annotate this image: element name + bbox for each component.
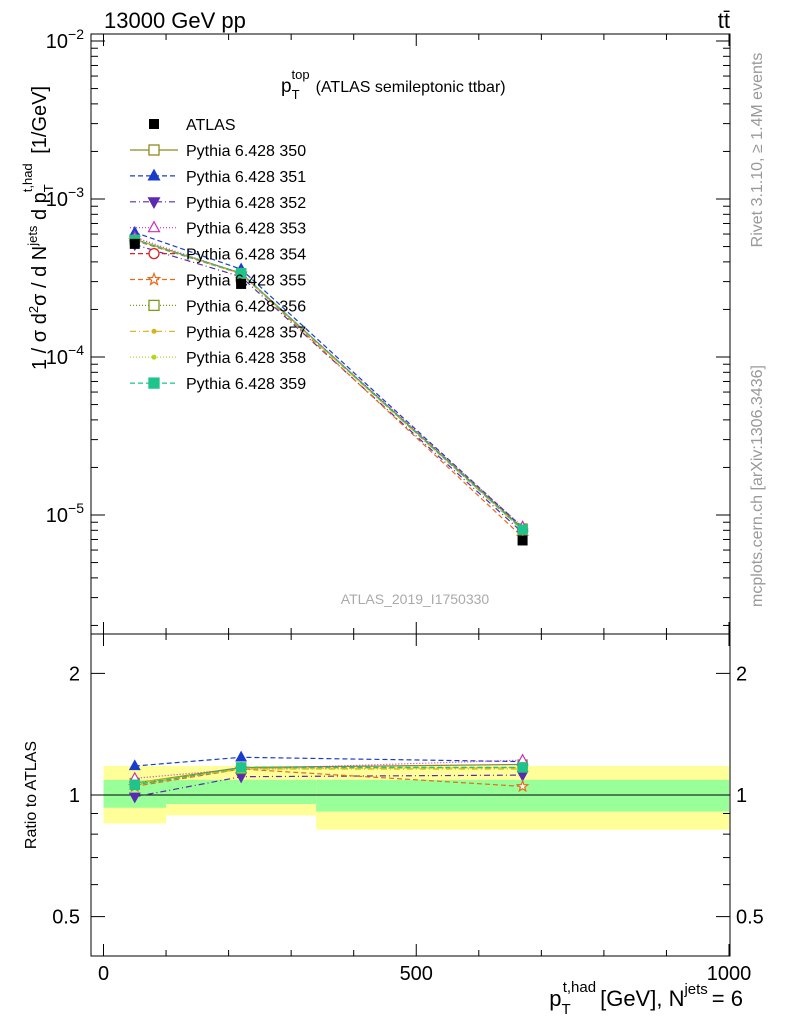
header-energy-label: 13000 GeV pp <box>104 8 246 33</box>
legend-marker-pythia-6-428-350 <box>148 144 160 156</box>
legend-marker-pythia-6-428-356 <box>148 299 160 312</box>
main-y-axis-label: 1 / σ d2σ / d Njets d pTt,had [1/GeV] <box>20 86 56 370</box>
legend-marker-pythia-6-428-357 <box>151 328 157 334</box>
main-y-tick-labels: 10−2 10−3 10−4 10−5 <box>46 26 84 527</box>
legend-marker-pythia-6-428-358 <box>151 354 157 360</box>
y-tick-label-main-3: 10−5 <box>46 500 84 527</box>
ratio-marker-pythia-6-428-352-0 <box>128 792 141 804</box>
ratio-series-markers <box>127 750 530 804</box>
y-tick-label-ratio-left-1: 1 <box>69 785 80 807</box>
legend-marker-pythia-6-428-359 <box>148 377 160 389</box>
legend-label-pythia-6-428-359: Pythia 6.428 359 <box>186 376 306 393</box>
main-marker-pythia-6-428-359-2 <box>517 524 528 535</box>
x-tick-labels: 0 500 1000 <box>98 963 751 985</box>
ratio-line-pythia-6-428-358 <box>134 766 523 784</box>
mcplots-label: mcplots.cern.ch [arXiv:1306.3436] <box>749 365 766 607</box>
ratio-marker-pythia-6-428-351-1 <box>235 750 248 762</box>
y-tick-label-ratio-right-1: 1 <box>736 785 747 807</box>
legend-marker-pythia-6-428-353 <box>147 220 161 233</box>
main-line-pythia-6-428-355 <box>134 239 524 538</box>
legend-marker-pythia-6-428-351 <box>147 168 161 181</box>
ratio-panel: 2 2 1 1 0.5 0.5 Ratio to ATLAS 0 500 1000 pTt,h… <box>23 633 764 1018</box>
y-tick-label-ratio-right-0.5: 0.5 <box>736 907 764 929</box>
band-inner-bin-1 <box>166 779 317 804</box>
main-marker-pythia-6-428-359-1 <box>235 268 247 279</box>
legend: ATLAS Pythia 6.428 350 Pythia 6.428 351 Pyt… <box>130 117 306 393</box>
ratio-marker-pythia-6-428-359-0 <box>129 779 140 790</box>
x-tick-label-500: 500 <box>400 963 433 985</box>
ratio-line-pythia-6-428-353 <box>134 759 523 779</box>
y-tick-label-ratio-left-2: 2 <box>69 663 80 685</box>
legend-marker-pythia-6-428-355 <box>146 271 162 286</box>
legend-label-pythia-6-428-352: Pythia 6.428 352 <box>186 195 306 212</box>
legend-label-pythia-6-428-355: Pythia 6.428 355 <box>186 273 306 290</box>
y-tick-label-main-0: 10−2 <box>46 26 84 53</box>
ratio-marker-pythia-6-428-359-1 <box>235 762 247 773</box>
legend-marker-pythia-6-428-352 <box>147 197 161 210</box>
ratio-marker-pythia-6-428-359-2 <box>517 762 528 773</box>
x-axis-label: pTt,had [GeV], Njets = 6 <box>549 979 743 1018</box>
legend-label-atlas: ATLAS <box>186 117 236 134</box>
ratio-marker-pythia-6-428-355-2 <box>515 779 530 793</box>
x-tick-label-1000: 1000 <box>707 963 752 985</box>
legend-label-pythia-6-428-357: Pythia 6.428 357 <box>186 324 306 341</box>
legend-label-pythia-6-428-356: Pythia 6.428 356 <box>186 298 306 315</box>
legend-marker-pythia-6-428-354 <box>148 247 160 260</box>
ratio-y-axis-label: Ratio to ATLAS <box>23 741 40 849</box>
main-series-markers <box>127 225 530 546</box>
y-tick-label-main-1: 10−3 <box>46 184 84 211</box>
ratio-axis-ticks <box>91 634 730 956</box>
x-tick-label-0: 0 <box>98 963 109 985</box>
main-line-pythia-6-428-357 <box>134 238 524 531</box>
legend-label-pythia-6-428-350: Pythia 6.428 350 <box>186 143 306 160</box>
analysis-watermark: ATLAS_2019_I1750330 <box>341 591 490 607</box>
plot-title: pTtop(ATLAS semileptonic ttbar) <box>281 67 506 102</box>
header-process-label: tt̄ <box>718 8 730 33</box>
y-tick-label-ratio-left-0.5: 0.5 <box>52 907 80 929</box>
legend-label-pythia-6-428-354: Pythia 6.428 354 <box>186 247 306 264</box>
legend-label-pythia-6-428-351: Pythia 6.428 351 <box>186 169 306 186</box>
legend-label-pythia-6-428-358: Pythia 6.428 358 <box>186 350 306 367</box>
rivet-version-label: Rivet 3.1.10, ≥ 1.4M events <box>749 53 766 248</box>
ratio-marker-pythia-6-428-351-0 <box>128 759 141 771</box>
atlas-data-point-2 <box>517 535 528 546</box>
main-panel: 10−2 10−3 10−4 10−5 pTtop(ATLAS semileptoni… <box>20 26 731 635</box>
legend-label-pythia-6-428-353: Pythia 6.428 353 <box>186 221 306 238</box>
y-tick-label-ratio-right-2: 2 <box>736 663 747 685</box>
atlas-data-point-1 <box>236 278 247 289</box>
legend-marker-atlas <box>149 119 159 129</box>
ratio-y-tick-labels: 2 2 1 1 0.5 0.5 <box>52 663 764 928</box>
main-axis-ticks <box>91 34 730 634</box>
main-line-pythia-6-428-352 <box>134 244 524 534</box>
y-tick-label-main-2: 10−4 <box>46 342 84 369</box>
atlas-data-point-0 <box>129 238 140 249</box>
